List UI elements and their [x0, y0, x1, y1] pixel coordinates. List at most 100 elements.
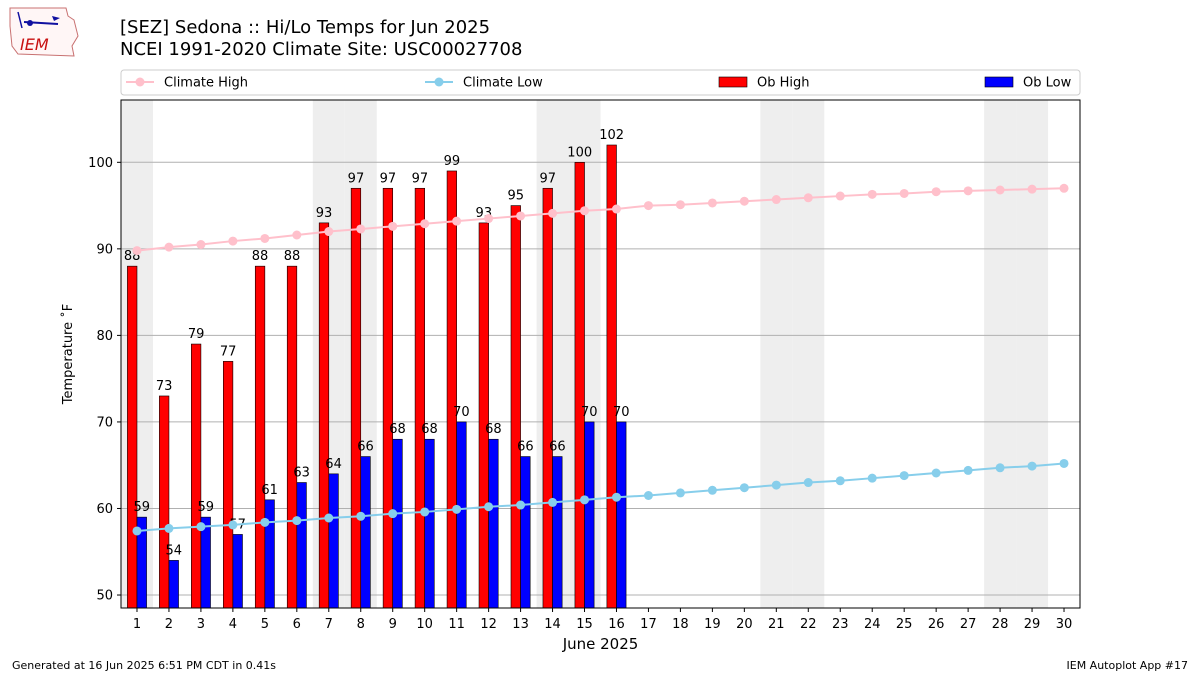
climate-high-point: [420, 219, 430, 229]
climate-low-point: [260, 517, 270, 527]
climate-high-point: [707, 198, 717, 208]
ob-high-bar: [318, 222, 330, 609]
x-tick-label: 23: [832, 617, 849, 632]
ob-high-bar: [606, 144, 617, 609]
climate-low-point: [452, 504, 462, 514]
ob-low-bar: [488, 438, 499, 609]
ob-low-bar: [456, 421, 467, 609]
legend-swatch-marker: [135, 77, 145, 87]
climate-low-point: [1059, 458, 1069, 468]
ob-low-label: 64: [325, 457, 342, 472]
climate-high-point: [771, 195, 781, 205]
climate-high-point: [643, 201, 653, 211]
climate-high-point: [611, 204, 621, 214]
climate-high-point: [228, 236, 238, 246]
climate-high-line: [136, 187, 1065, 252]
climate-low-point: [420, 507, 430, 517]
weekend-shade: [1016, 100, 1049, 608]
ob-high-bar: [286, 265, 298, 609]
ob-low-bar: [264, 499, 275, 609]
climate-high-point: [899, 188, 909, 198]
ob-high-label: 97: [380, 171, 397, 186]
ob-low-bar: [424, 438, 435, 609]
x-tick-label: 15: [576, 617, 593, 632]
ob-low-label: 70: [453, 405, 470, 420]
ob-low-bar: [232, 534, 243, 609]
y-tick-label: 90: [96, 242, 113, 257]
climate-low-point: [675, 488, 685, 498]
ob-low-label: 61: [261, 483, 278, 498]
climate-low-point: [643, 490, 653, 500]
ob-high-label: 100: [567, 145, 592, 160]
chart-title: [SEZ] Sedona :: Hi/Lo Temps for Jun 2025…: [120, 17, 522, 61]
climate-low-point: [548, 497, 558, 507]
iem-logo: IEM: [8, 6, 80, 58]
climate-low-point: [739, 483, 749, 493]
ob-high-label: 88: [252, 249, 269, 264]
ob-high-bar: [446, 170, 457, 609]
climate-high-point: [1027, 184, 1037, 194]
legend-label: Climate High: [164, 76, 248, 91]
climate-high-point: [292, 230, 302, 240]
x-tick-label: 22: [800, 617, 817, 632]
ob-high-bar: [478, 222, 489, 609]
ob-low-label: 54: [165, 543, 182, 558]
climate-high-point: [324, 227, 334, 237]
climate-high-point: [452, 216, 462, 226]
climate-high-point: [803, 193, 813, 203]
title-line-1: [SEZ] Sedona :: Hi/Lo Temps for Jun 2025: [120, 17, 491, 38]
title-line-2: NCEI 1991-2020 Climate Site: USC00027708: [120, 39, 523, 60]
ob-low-label: 70: [613, 405, 630, 420]
climate-low-point: [867, 473, 877, 483]
ob-low-label: 70: [581, 405, 598, 420]
climate-low-point: [995, 463, 1005, 473]
ob-low-bar: [168, 560, 179, 609]
x-tick-label: 8: [357, 617, 365, 632]
climate-high-point: [995, 185, 1005, 195]
climate-low-point: [931, 468, 941, 478]
climate-high-point: [388, 221, 398, 231]
ob-high-bar: [542, 187, 553, 609]
ob-high-bar: [191, 343, 202, 609]
climate-high-point: [739, 196, 749, 206]
climate-high-point: [931, 187, 941, 197]
ob-high-label: 95: [508, 189, 525, 204]
climate-high-point: [484, 214, 494, 224]
climate-low-point: [292, 516, 302, 526]
app-credit: IEM Autoplot App #17: [1066, 659, 1189, 672]
climate-high-point: [963, 186, 973, 196]
x-tick-label: 30: [1056, 617, 1073, 632]
ob-low-label: 63: [293, 466, 310, 481]
climate-low-point: [196, 522, 206, 532]
x-tick-label: 25: [896, 617, 913, 632]
legend-swatch-bar: [984, 76, 1014, 88]
ob-high-bar: [254, 265, 266, 609]
climate-low-point: [771, 480, 781, 490]
climate-low-point: [580, 495, 590, 505]
x-tick-label: 20: [736, 617, 753, 632]
x-tick-label: 17: [640, 617, 657, 632]
x-tick-label: 4: [229, 617, 237, 632]
climate-high-point: [196, 240, 206, 250]
ob-high-label: 97: [412, 171, 429, 186]
climate-low-point: [899, 471, 909, 481]
ob-low-bar: [520, 456, 531, 609]
climate-high-point: [580, 206, 590, 216]
ob-high-label: 77: [220, 344, 237, 359]
plot-frame: [120, 99, 1081, 609]
ob-low-bar: [360, 456, 371, 609]
ob-low-label: 68: [421, 422, 438, 437]
x-tick-label: 29: [1024, 617, 1041, 632]
climate-high-point: [1059, 183, 1069, 193]
x-tick-label: 26: [928, 617, 945, 632]
y-tick-label: 60: [96, 502, 113, 517]
ob-high-label: 102: [599, 128, 624, 143]
ob-low-label: 59: [134, 500, 151, 515]
climate-low-point: [388, 509, 398, 519]
ob-high-label: 73: [156, 379, 173, 394]
ob-low-label: 68: [389, 422, 406, 437]
ob-high-label: 88: [284, 249, 301, 264]
climate-high-point: [835, 191, 845, 201]
ob-low-label: 66: [517, 440, 534, 455]
climate-high-point: [675, 200, 685, 210]
